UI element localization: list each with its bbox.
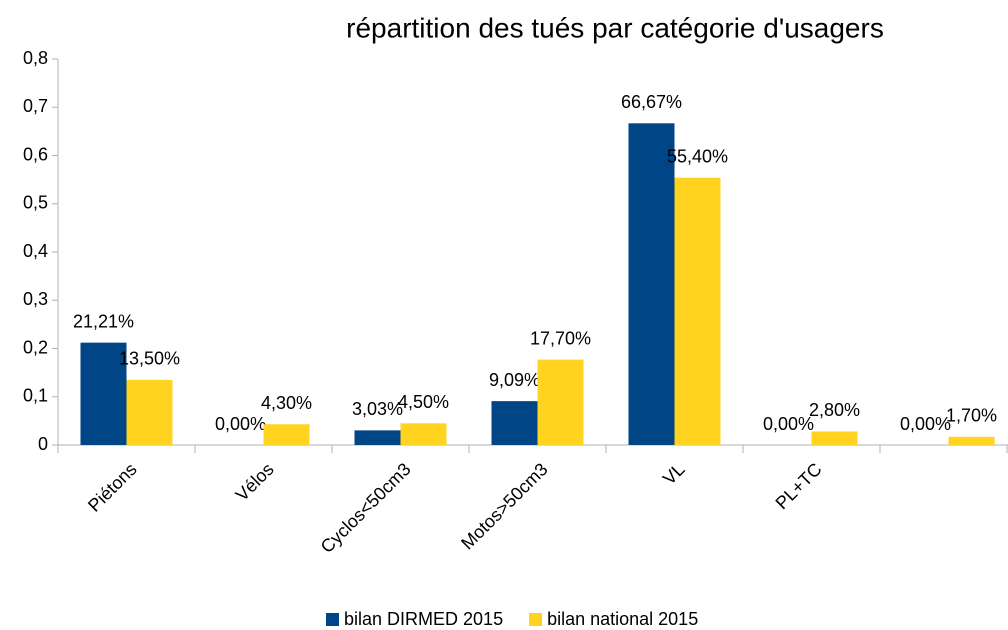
value-label: 17,70% bbox=[530, 328, 591, 348]
bar bbox=[811, 431, 858, 445]
y-tick-label: 0,2 bbox=[23, 337, 48, 357]
y-tick-label: 0,3 bbox=[23, 289, 48, 309]
bar bbox=[491, 401, 538, 445]
value-label: 0,00% bbox=[900, 414, 951, 434]
x-tick-label: Motos>50cm3 bbox=[457, 459, 551, 553]
y-tick-label: 0,7 bbox=[23, 96, 48, 116]
value-label: 0,00% bbox=[215, 414, 266, 434]
value-label: 21,21% bbox=[73, 311, 134, 331]
chart-title: répartition des tués par catégorie d'usa… bbox=[346, 12, 884, 43]
y-tick-label: 0,5 bbox=[23, 193, 48, 213]
y-tick-label: 0 bbox=[38, 434, 48, 454]
value-label: 4,30% bbox=[261, 393, 312, 413]
y-tick-label: 0,4 bbox=[23, 241, 48, 261]
y-tick-label: 0,1 bbox=[23, 386, 48, 406]
value-label: 0,00% bbox=[763, 414, 814, 434]
x-tick-label: VL bbox=[659, 459, 689, 489]
y-tick-label: 0,8 bbox=[23, 48, 48, 68]
x-tick-label: Piétons bbox=[84, 459, 141, 516]
value-label: 66,67% bbox=[621, 92, 682, 112]
value-label: 4,50% bbox=[398, 392, 449, 412]
value-label: 9,09% bbox=[489, 370, 540, 390]
value-label: 55,40% bbox=[667, 146, 728, 166]
x-tick-label: PL+TC bbox=[772, 459, 826, 513]
bar bbox=[674, 177, 721, 445]
bar bbox=[354, 430, 401, 445]
x-tick-label: Cyclos<50cm3 bbox=[317, 459, 415, 557]
bar bbox=[400, 423, 447, 445]
x-tick-label: Vélos bbox=[232, 459, 278, 505]
value-label: 3,03% bbox=[352, 399, 403, 419]
legend-label: bilan DIRMED 2015 bbox=[344, 609, 503, 629]
value-label: 13,50% bbox=[119, 349, 180, 369]
bar bbox=[126, 379, 173, 445]
value-label: 2,80% bbox=[809, 400, 860, 420]
legend-swatch bbox=[326, 613, 339, 626]
y-tick-label: 0,6 bbox=[23, 144, 48, 164]
bar bbox=[263, 424, 310, 445]
legend-label: bilan national 2015 bbox=[547, 609, 698, 629]
bar bbox=[948, 436, 995, 445]
bar bbox=[628, 123, 675, 445]
value-label: 1,70% bbox=[946, 406, 997, 426]
legend-swatch bbox=[529, 613, 543, 626]
bar bbox=[537, 359, 584, 445]
bar bbox=[80, 342, 127, 445]
